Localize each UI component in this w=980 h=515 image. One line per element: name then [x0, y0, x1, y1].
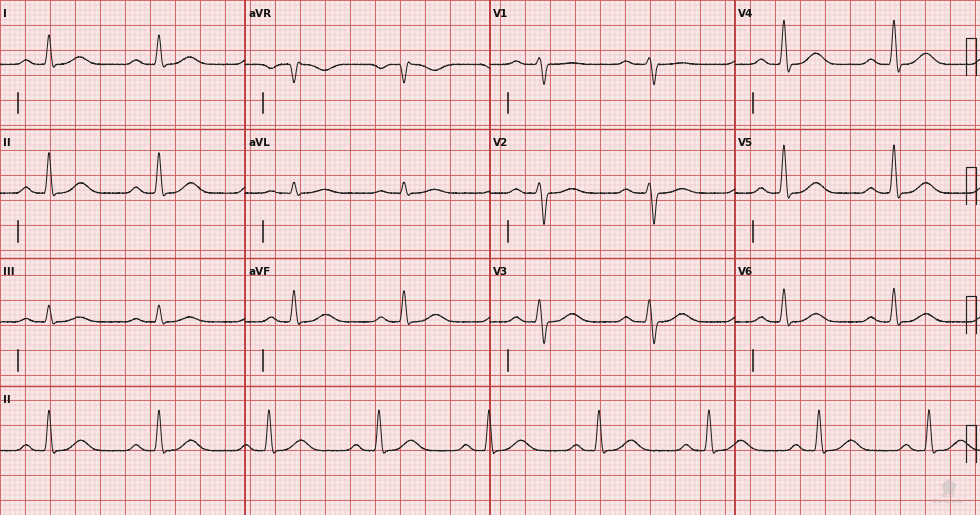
Text: aVF: aVF: [248, 267, 270, 277]
Text: II: II: [3, 396, 11, 405]
Text: V2: V2: [493, 138, 509, 148]
Text: I: I: [3, 9, 7, 19]
Text: II: II: [3, 138, 11, 148]
Text: V1: V1: [493, 9, 509, 19]
Text: ⬟: ⬟: [940, 480, 956, 498]
Text: V4: V4: [738, 9, 754, 19]
Text: V5: V5: [738, 138, 754, 148]
Text: aVL: aVL: [248, 138, 270, 148]
Text: V6: V6: [738, 267, 754, 277]
Text: V3: V3: [493, 267, 509, 277]
Text: ECG
Stampede: ECG Stampede: [932, 493, 964, 504]
Text: III: III: [3, 267, 15, 277]
Text: aVR: aVR: [248, 9, 271, 19]
